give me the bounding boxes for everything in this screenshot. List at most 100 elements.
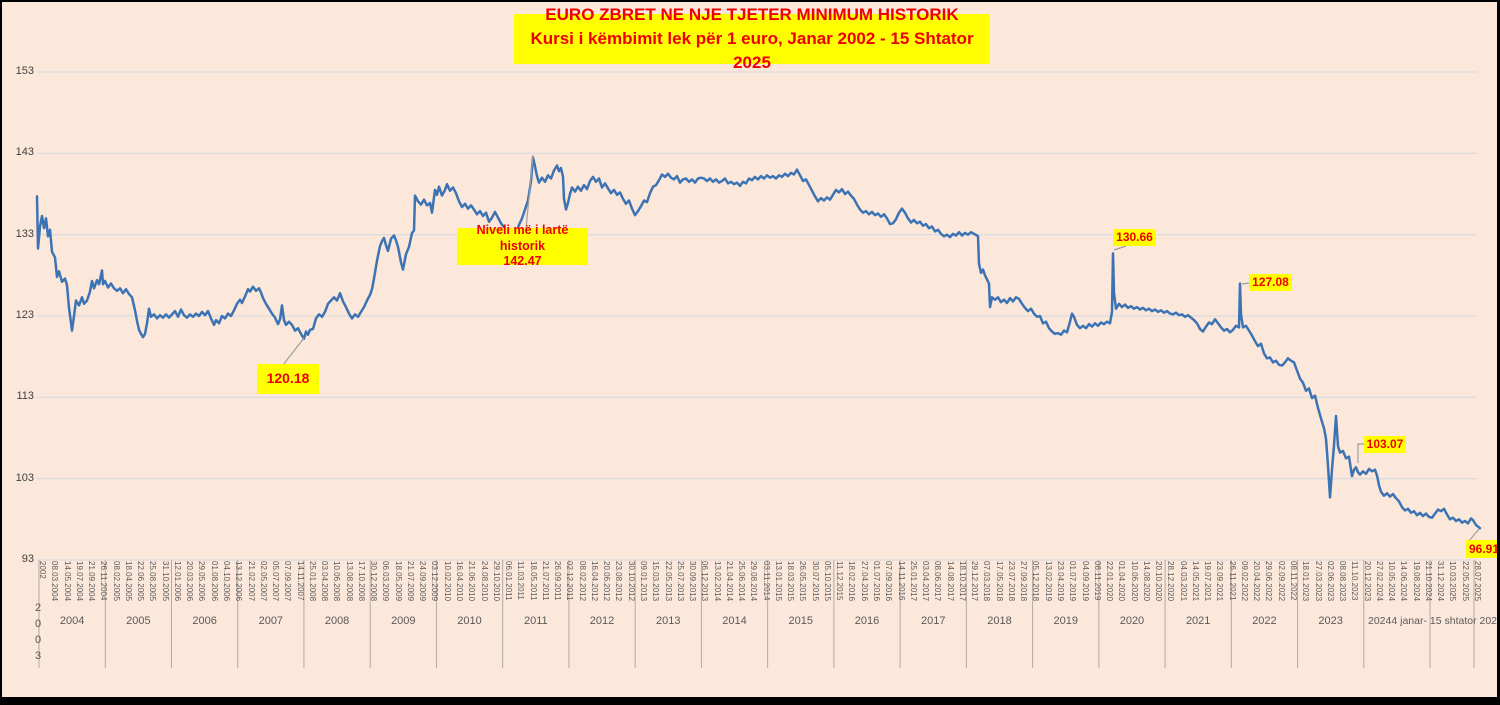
x-tick-label: 21.06.2010 xyxy=(467,561,477,602)
annotation-covid-2020: 130.66 xyxy=(1113,229,1156,246)
x-tick-label: 13.01.2015 xyxy=(773,561,783,602)
x-tick-label: 28.12.2020 xyxy=(1166,561,1176,602)
x-tick-label: 28.07.2025 xyxy=(1473,561,1482,602)
x-tick-label: 04.03.2021 xyxy=(1178,561,1188,602)
x-tick-label: 01.04.2020 xyxy=(1117,561,1127,602)
x-tick-label: 15.03.2013 xyxy=(651,561,661,602)
x-tick-label: 18.05.2009 xyxy=(393,561,403,602)
x-tick-label: 21.07.2009 xyxy=(405,561,415,602)
x-tick-label: 27.02.2024 xyxy=(1374,561,1384,602)
x-tick-label: 14.06.2024 xyxy=(1399,561,1409,602)
annotation-covid-2020-text: 130.66 xyxy=(1116,230,1153,244)
x-tick-label: 11.03.2011 xyxy=(516,561,526,600)
x-tick-label: 08.11.2022 xyxy=(1289,561,1299,601)
x-tick-label: 16.04.2010 xyxy=(455,561,464,602)
x-tick-label: 21.02.2007 xyxy=(246,561,256,602)
x-tick-label: 29.08.2014 xyxy=(749,561,759,602)
x-tick-label: 05.07.2007 xyxy=(271,561,281,602)
year-label-2017: 2017 xyxy=(920,615,946,627)
x-tick-label: 08.11.2019 xyxy=(1092,561,1102,601)
year-label-2020: 2020 xyxy=(1119,615,1145,627)
annotation-level-2024-text: 103.07 xyxy=(1366,437,1404,451)
x-tick-label: 29.06.2022 xyxy=(1264,561,1274,602)
annotation-min-2025-text: 96.91 xyxy=(1468,541,1500,556)
x-tick-label: 13.02.2014 xyxy=(712,561,722,602)
x-tick-label: 20.06.2012 xyxy=(602,561,612,602)
x-tick-label: 19.07.2021 xyxy=(1203,561,1213,602)
x-tick-label: 08.03.2004 xyxy=(50,561,60,602)
x-tick-label: 08.08.2023 xyxy=(1338,561,1348,602)
x-tick-label: 13.08.2008 xyxy=(344,561,354,602)
x-tick-label: 13.02.2019 xyxy=(1043,561,1053,602)
x-tick-label: 20.03.2006 xyxy=(185,561,195,602)
annotation-war-2022-text: 127.08 xyxy=(1252,275,1289,289)
x-tick-label: 21.09.2004 xyxy=(87,561,97,602)
year-label-2011: 2011 xyxy=(523,615,548,627)
annotation-peak-2011: Niveli më i lartë historik 142.47 xyxy=(457,223,588,268)
year-label-2016: 2016 xyxy=(854,615,880,627)
leader-peak-2011 xyxy=(525,154,534,230)
leader-covid-2020 xyxy=(1113,245,1127,251)
y-tick-93: 93 xyxy=(21,552,34,565)
year-label-2014: 2014 xyxy=(722,615,747,627)
x-tick-label: 18.04.2005 xyxy=(123,561,133,602)
annotation-low-2008-text: 120.18 xyxy=(266,370,310,387)
x-tick-label: 30.09.2013 xyxy=(688,561,698,602)
x-tick-label: 22.05.2013 xyxy=(663,561,673,602)
year-label-2008: 2008 xyxy=(324,615,350,627)
x-tick-label: 26.11.2021 xyxy=(1227,561,1237,601)
x-tick-label: 25.01.2017 xyxy=(908,561,918,602)
leader-war-2022 xyxy=(1241,282,1250,285)
year-label-2004: 2004 xyxy=(59,615,85,627)
x-tick-label: 05.10.2015 xyxy=(822,561,832,602)
x-tick-label: 22.01.2020 xyxy=(1105,561,1115,602)
year-label-2021: 2021 xyxy=(1185,615,1211,627)
x-tick-label: 02.06.2023 xyxy=(1325,561,1335,602)
x-tick-label: 11.12.2015 xyxy=(835,561,845,601)
x-tick-label: 04.09.2019 xyxy=(1080,561,1090,602)
x-tick-label: 14.11.2007 xyxy=(295,561,305,601)
x-tick-label: 06.12.2013 xyxy=(700,561,710,602)
x-tick-label: 07.03.2018 xyxy=(982,561,992,602)
x-tick-label: 25.01.2008 xyxy=(307,561,317,602)
x-tick-label: 18.10.2017 xyxy=(957,561,967,602)
annotation-peak-2011-text: Niveli më i lartë historik xyxy=(476,223,569,253)
y-tick-113: 113 xyxy=(16,390,34,403)
annotation-level-2024: 103.07 xyxy=(1364,436,1406,453)
y-tick-103: 103 xyxy=(15,471,34,484)
x-tick-label: 10.02.2010 xyxy=(442,561,452,602)
y-tick-153: 153 xyxy=(15,65,34,77)
x-tick-label: 14.05.2021 xyxy=(1190,561,1200,602)
year-label-vertical-2003: 2 0 0 3 xyxy=(34,602,42,662)
x-tick-label: 08.02.2005 xyxy=(111,561,121,602)
x-tick-label: 25.06.2014 xyxy=(737,561,747,602)
x-tick-label: 02.09.2022 xyxy=(1276,561,1286,602)
x-tick-label: 06.01.2011 xyxy=(504,561,514,601)
x-tick-label: 27.09.2018 xyxy=(1019,561,1029,602)
x-tick-label: 30.12.2008 xyxy=(369,561,379,602)
x-tick-label: 03.04.2008 xyxy=(320,561,330,602)
x-tick-label: 05.12.2018 xyxy=(1031,561,1041,602)
x-tick-label: 14.11.2016 xyxy=(896,561,906,601)
year-label-2015: 2015 xyxy=(788,615,813,627)
x-tick-label: 17.05.2018 xyxy=(994,561,1004,602)
x-tick-label: 16.04.2012 xyxy=(589,561,599,602)
x-tick-label: 03.12.2009 xyxy=(430,561,440,602)
x-tick-label: 18.02.2016 xyxy=(847,561,857,602)
x-tick-label: 11.10.2023 xyxy=(1350,561,1360,601)
year-label-2012: 2012 xyxy=(589,615,615,627)
x-tick-label: 23.07.2018 xyxy=(1006,561,1016,602)
x-tick-label: 29.05.2006 xyxy=(197,561,207,602)
x-tick-label: 27.04.2016 xyxy=(859,561,869,602)
exchange-rate-line xyxy=(35,156,1482,530)
year-label-2006: 2006 xyxy=(192,615,217,627)
x-tick-label: 20.10.2020 xyxy=(1154,561,1164,602)
year-label-2019: 2019 xyxy=(1053,615,1078,627)
x-tick-label: 20.04.2022 xyxy=(1252,561,1262,602)
x-tick-label: 10.05.2024 xyxy=(1387,561,1397,602)
leader-level-2024 xyxy=(1357,443,1364,463)
x-tick-label: 30.07.2015 xyxy=(810,561,820,602)
y-tick-123: 123 xyxy=(15,308,34,321)
annotation-min-2025: 96.91 xyxy=(1466,540,1500,558)
